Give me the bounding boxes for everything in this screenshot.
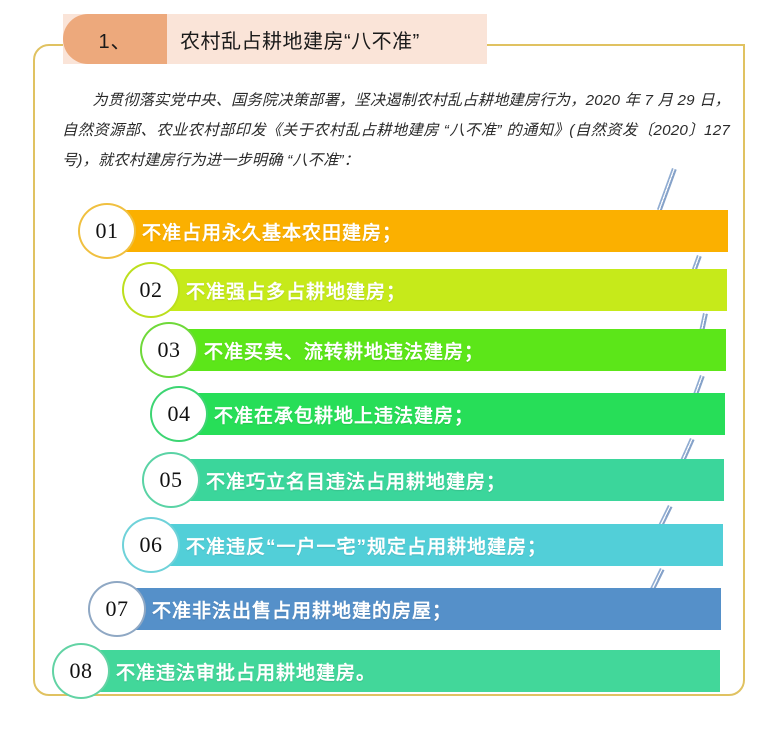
rule-text: 不准违反“一户一宅”规定占用耕地建房； xyxy=(186,536,548,558)
rule-bar[interactable]: 不准违法审批占用耕地建房。 xyxy=(78,650,720,692)
rule-bar[interactable]: 不准在承包耕地上违法建房； xyxy=(176,393,725,435)
rule-number-label: 05 xyxy=(159,467,183,492)
intro-paragraph: 为贯彻落实党中央、国务院决策部署，坚决遏制农村乱占耕地建房行为，2020 年 7… xyxy=(62,92,730,169)
rule-text: 不准强占多占耕地建房； xyxy=(186,281,407,303)
rule-text: 不准在承包耕地上违法建房； xyxy=(214,405,475,427)
rule-number-label: 02 xyxy=(139,277,163,302)
rule-text: 不准买卖、流转耕地违法建房； xyxy=(204,341,485,363)
rule-text: 不准非法出售占用耕地建的房屋； xyxy=(152,600,453,622)
rule-number-label: 08 xyxy=(69,658,93,683)
rule-number-circle: 08 xyxy=(52,643,110,699)
rule-number-circle: 01 xyxy=(78,203,136,259)
rule-number-label: 03 xyxy=(157,337,181,362)
rule-number-label: 07 xyxy=(105,596,129,621)
rule-bar[interactable]: 不准巧立名目违法占用耕地建房； xyxy=(168,459,724,501)
page-title: 农村乱占耕地建房“八不准” xyxy=(180,30,420,53)
rule-number-circle: 02 xyxy=(122,262,180,318)
header-number-label: 1、 xyxy=(98,30,132,53)
rule-number-circle: 07 xyxy=(88,581,146,637)
rule-number-circle: 06 xyxy=(122,517,180,573)
rule-text: 不准违法审批占用耕地建房。 xyxy=(116,662,377,684)
rule-bar[interactable]: 不准非法出售占用耕地建的房屋； xyxy=(114,588,721,630)
rule-number-circle: 04 xyxy=(150,386,208,442)
rule-number-label: 06 xyxy=(139,532,163,557)
rule-bar[interactable]: 不准强占多占耕地建房； xyxy=(148,269,727,311)
rule-bar[interactable]: 不准占用永久基本农田建房； xyxy=(104,210,728,252)
rule-text: 不准占用永久基本农田建房； xyxy=(142,222,403,244)
rule-number-circle: 05 xyxy=(142,452,200,508)
rule-bar[interactable]: 不准违反“一户一宅”规定占用耕地建房； xyxy=(148,524,723,566)
header-number-tab: 1、 xyxy=(63,14,167,64)
rule-bar[interactable]: 不准买卖、流转耕地违法建房； xyxy=(166,329,726,371)
rule-number-label: 04 xyxy=(167,401,191,426)
rule-number-circle: 03 xyxy=(140,322,198,378)
rule-text: 不准巧立名目违法占用耕地建房； xyxy=(206,471,507,493)
rule-number-label: 01 xyxy=(95,218,119,243)
